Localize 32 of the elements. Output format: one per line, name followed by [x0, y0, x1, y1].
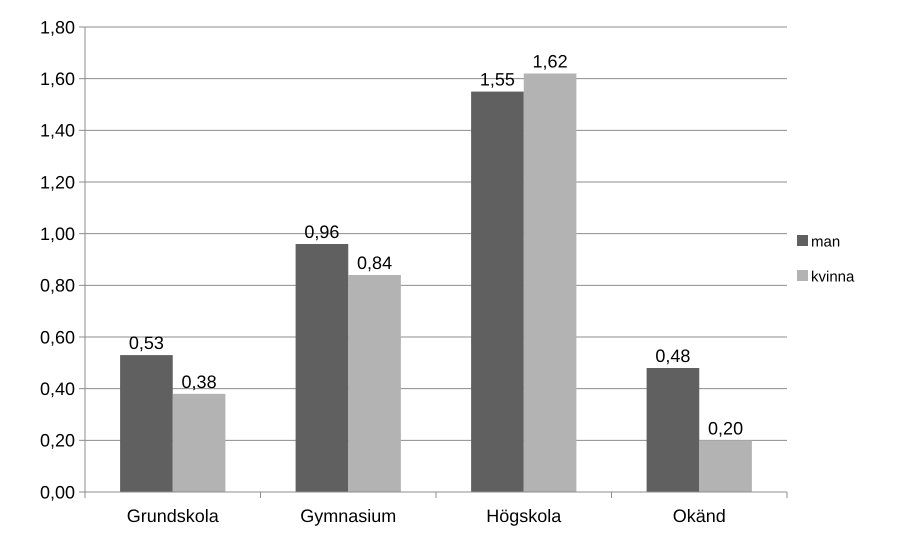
bar: [524, 74, 576, 492]
bar: [646, 368, 700, 492]
x-tick-label: Grundskola: [126, 506, 220, 526]
y-tick-label: 1,00: [40, 224, 75, 244]
y-tick-label: 0,60: [40, 327, 75, 348]
bar: [172, 394, 226, 492]
bar: [348, 275, 401, 492]
bar: [120, 355, 173, 492]
data-label: 0,20: [708, 418, 744, 438]
x-tick-label: Gymnasium: [300, 506, 396, 526]
data-label: 0,38: [182, 372, 217, 392]
y-tick-label: 0,80: [40, 276, 75, 296]
x-tick-label: Okänd: [672, 506, 726, 526]
y-tick-label: 1,40: [40, 120, 75, 141]
y-tick-label: 1,20: [40, 172, 75, 192]
data-label: 1,62: [532, 52, 568, 72]
bar: [471, 92, 524, 492]
y-tick-label: 0,20: [40, 430, 75, 451]
y-tick-label: 0,40: [40, 378, 75, 399]
x-tick-label: Högskola: [486, 506, 562, 526]
data-label: 0,96: [304, 222, 340, 242]
data-label: 0,84: [357, 253, 392, 273]
bar: [296, 244, 348, 492]
y-tick-label: 1,60: [40, 68, 75, 89]
data-label: 0,48: [655, 346, 690, 366]
data-label: 1,55: [480, 70, 515, 90]
legend-label: kvinna: [811, 268, 856, 286]
y-tick-label: 0,00: [40, 482, 75, 502]
bar: [699, 440, 752, 492]
data-label: 0,53: [128, 333, 164, 354]
legend-label: man: [811, 233, 840, 250]
y-tick-label: 1,80: [40, 17, 75, 38]
